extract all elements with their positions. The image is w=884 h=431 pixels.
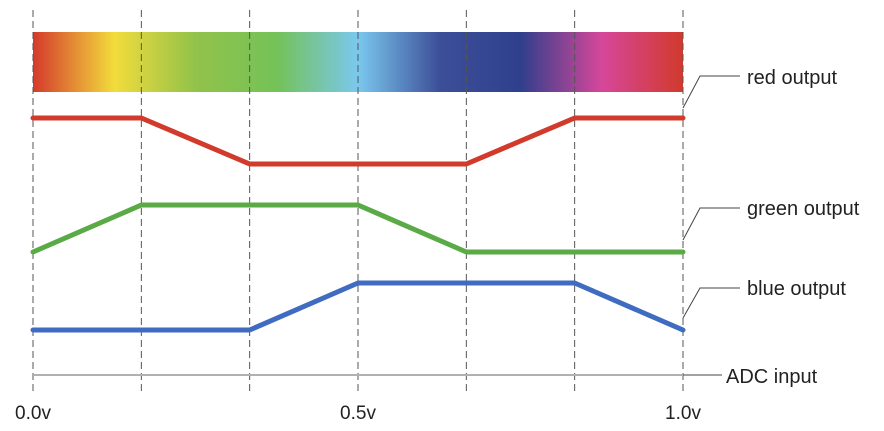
tick-label-0v: 0.0v <box>15 403 51 424</box>
blue-output-label: blue output <box>747 278 846 300</box>
tick-label-0-5v: 0.5v <box>340 403 376 424</box>
output-curves <box>30 115 686 333</box>
blue-leader-line <box>682 287 740 319</box>
red-leader-line <box>682 75 740 109</box>
red-output-label: red output <box>747 67 838 89</box>
green-output-label: green output <box>747 198 860 220</box>
adc-input-label: ADC input <box>726 366 818 388</box>
leaders <box>682 75 740 319</box>
red-output-line <box>30 115 686 167</box>
tick-label-1v: 1.0v <box>665 403 701 424</box>
dashed-guide-lines <box>32 10 684 392</box>
green-leader-line <box>682 207 740 241</box>
green-output-line <box>30 202 686 255</box>
blue-output-line <box>30 280 686 333</box>
